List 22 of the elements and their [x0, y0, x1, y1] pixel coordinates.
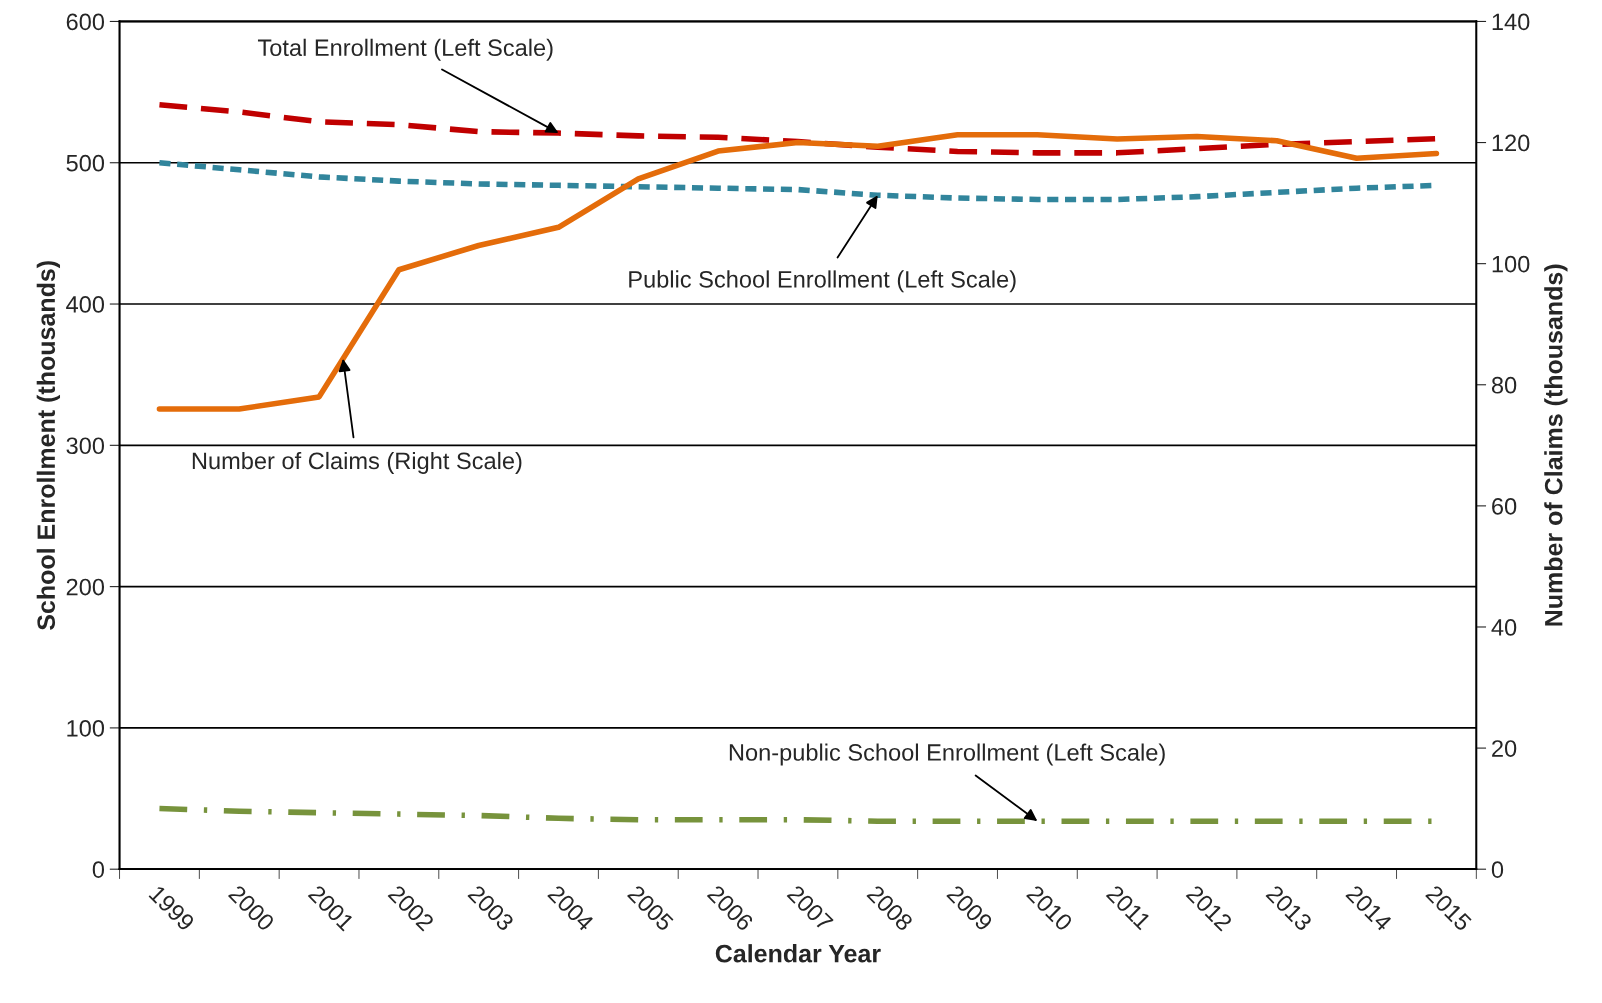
y-tick-label: 100 — [67, 719, 105, 737]
text: Non-public School Enrollment (Left Scale) — [729, 743, 1165, 766]
y-tick-label: 200 — [66, 578, 105, 596]
series-label: Number of Claims (Right Scale) — [192, 451, 522, 474]
text: Public School Enrollment (Left Scale) — [629, 270, 1016, 293]
y2-tick-label: 140 — [1492, 13, 1530, 31]
y2-tick-label: 0 — [1491, 861, 1504, 878]
y-axis-title: School Enrollment (thousands) — [36, 261, 61, 631]
y2-tick-label: 40 — [1491, 619, 1517, 636]
y2-tick-label: 60 — [1492, 497, 1517, 515]
y-tick-label: 600 — [66, 13, 105, 31]
y2-tick-label: 20 — [1492, 740, 1517, 757]
x-axis-title: Calendar Year — [715, 944, 881, 963]
y-tick-label: 0 — [92, 861, 105, 878]
y2-axis-title: Number of Claims (thousands) — [1544, 264, 1568, 626]
y-tick-label: 300 — [66, 437, 105, 455]
y2-tick-label: 100 — [1492, 255, 1530, 273]
y2-tick-label: 120 — [1492, 134, 1530, 152]
y-tick-label: 400 — [66, 296, 105, 313]
text: Total Enrollment (Left Scale) — [257, 38, 553, 61]
y2-tick-label: 80 — [1491, 376, 1517, 394]
y-tick-label: 500 — [66, 154, 105, 172]
